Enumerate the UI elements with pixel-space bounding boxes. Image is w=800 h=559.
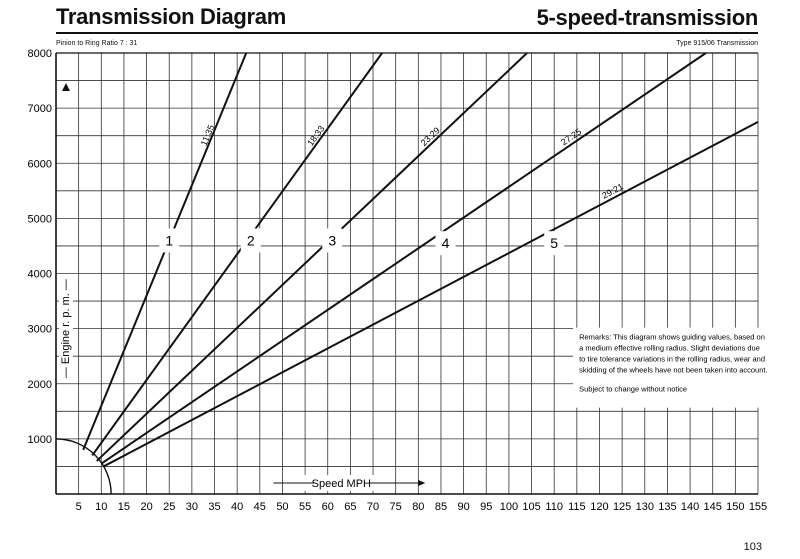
- gear-number-label: 1: [165, 232, 173, 248]
- x-tick-label: 100: [500, 501, 518, 513]
- gear-label-background: [240, 228, 261, 253]
- x-tick-label: 35: [208, 501, 220, 513]
- x-tick-label: 60: [322, 501, 334, 513]
- remarks-line: skidding of the wheels have not been tak…: [579, 366, 767, 375]
- x-tick-label: 155: [749, 501, 767, 513]
- x-tick-label: 105: [522, 501, 540, 513]
- y-axis-label: — Engine r. p. m. —: [60, 279, 72, 378]
- x-tick-label: 45: [254, 501, 266, 513]
- x-tick-label: 120: [590, 501, 608, 513]
- y-tick-label: 1000: [28, 434, 52, 446]
- x-tick-label: 85: [435, 501, 447, 513]
- x-tick-label: 25: [163, 501, 175, 513]
- x-tick-label: 5: [76, 501, 82, 513]
- remarks-line: to tire tolerance variations in the roll…: [579, 355, 765, 364]
- x-tick-label: 135: [658, 501, 676, 513]
- x-tick-label: 30: [186, 501, 198, 513]
- gear-number-label: 4: [442, 235, 450, 251]
- y-tick-label: 6000: [28, 158, 52, 170]
- gear-label-background: [435, 231, 456, 256]
- y-tick-label: 4000: [28, 269, 52, 281]
- notice-text: Subject to change without notice: [579, 385, 687, 394]
- gear-label-background: [159, 228, 180, 253]
- y-tick-label: 2000: [28, 379, 52, 391]
- x-tick-label: 150: [726, 501, 744, 513]
- gear-ratio-label: 11:35: [199, 123, 217, 147]
- ylabel-background: [59, 276, 73, 381]
- gear-line-4: [100, 52, 707, 465]
- y-tick-label: 3000: [28, 324, 52, 336]
- xlabel-background: [291, 474, 392, 491]
- x-tick-label: 115: [568, 501, 586, 513]
- x-tick-label: 15: [118, 501, 130, 513]
- page-subtitle: 5-speed-transmission: [536, 5, 759, 30]
- x-tick-label: 125: [613, 501, 631, 513]
- remarks-background: [573, 327, 800, 408]
- y-tick-label: 7000: [28, 103, 52, 115]
- x-tick-label: 50: [276, 501, 288, 513]
- x-tick-label: 140: [681, 501, 699, 513]
- x-tick-label: 40: [231, 501, 243, 513]
- x-tick-label: 70: [367, 501, 379, 513]
- idle-arc: [55, 438, 112, 495]
- page-title: Transmission Diagram: [56, 4, 286, 29]
- y-axis-arrow: [62, 83, 70, 91]
- x-tick-label: 110: [545, 501, 563, 513]
- gear-label-background: [322, 228, 343, 253]
- remarks-line: a medium effective rolling radius. Sligh…: [579, 344, 760, 353]
- y-tick-label: 8000: [28, 48, 52, 60]
- page-number: 103: [743, 541, 762, 553]
- gear-line-5: [103, 121, 759, 468]
- x-axis-label: Speed MPH: [312, 478, 371, 490]
- gear-number-label: 3: [328, 232, 336, 248]
- gear-number-label: 2: [247, 232, 255, 248]
- x-tick-label: 20: [140, 501, 152, 513]
- x-axis-arrow: [418, 479, 426, 486]
- type-note: Type 915/06 Transmission: [676, 40, 758, 47]
- header-rule: [56, 32, 758, 34]
- x-tick-label: 95: [480, 501, 492, 513]
- x-tick-label: 55: [299, 501, 311, 513]
- x-tick-label: 145: [704, 501, 722, 513]
- x-tick-label: 130: [636, 501, 654, 513]
- gear-line-3: [96, 52, 528, 462]
- gear-number-label: 5: [550, 235, 558, 251]
- ratio-note: Pinion to Ring Ratio 7 : 31: [56, 40, 138, 47]
- x-tick-label: 65: [344, 501, 356, 513]
- gear-label-background: [544, 231, 565, 256]
- x-tick-label: 80: [412, 501, 424, 513]
- remarks-line: Remarks: This diagram shows guiding valu…: [579, 333, 765, 342]
- gear-line-2: [91, 52, 383, 456]
- x-tick-label: 75: [390, 501, 402, 513]
- y-tick-label: 5000: [28, 213, 52, 225]
- x-tick-label: 10: [95, 501, 107, 513]
- x-tick-label: 90: [457, 501, 469, 513]
